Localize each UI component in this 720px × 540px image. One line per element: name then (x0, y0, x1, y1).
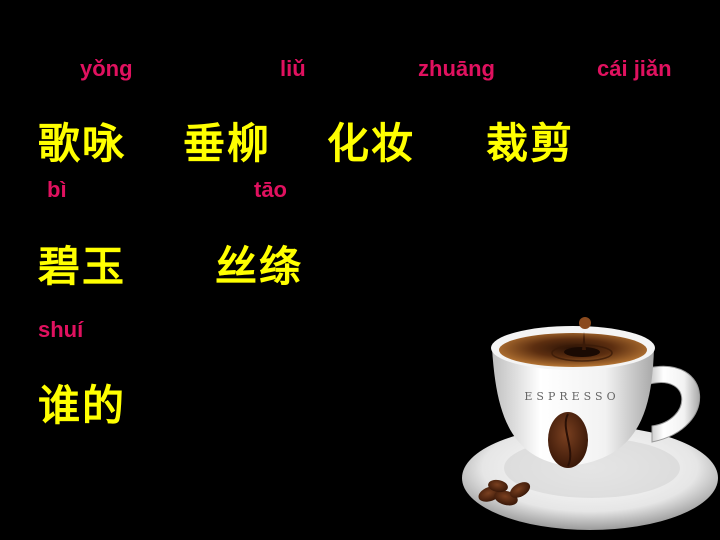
word-shuide: 谁的 (38, 381, 127, 430)
pinyin-tao: tāo (254, 177, 287, 202)
word-huazhuang: 化妆 (327, 119, 416, 168)
svg-text:ESPRESSO: ESPRESSO (524, 390, 619, 403)
word-caijian: 裁剪 (486, 119, 575, 168)
word-chuiliu: 垂柳 (183, 119, 272, 168)
espresso-cup-icon: ESPRESSO (420, 310, 720, 540)
pinyin-bi: bì (47, 177, 67, 202)
coffee-beans-icon (478, 479, 531, 506)
pinyin-zhuang: zhuāng (418, 56, 495, 81)
word-biyu: 碧玉 (38, 242, 127, 291)
pinyin-cai-jian: cái jiǎn (597, 56, 672, 81)
word-geyong: 歌咏 (38, 119, 127, 168)
pinyin-yong: yǒng (80, 56, 133, 81)
word-sitao: 丝绦 (215, 242, 304, 291)
pinyin-liu: liǔ (280, 56, 306, 81)
pinyin-shui: shuí (38, 317, 84, 342)
